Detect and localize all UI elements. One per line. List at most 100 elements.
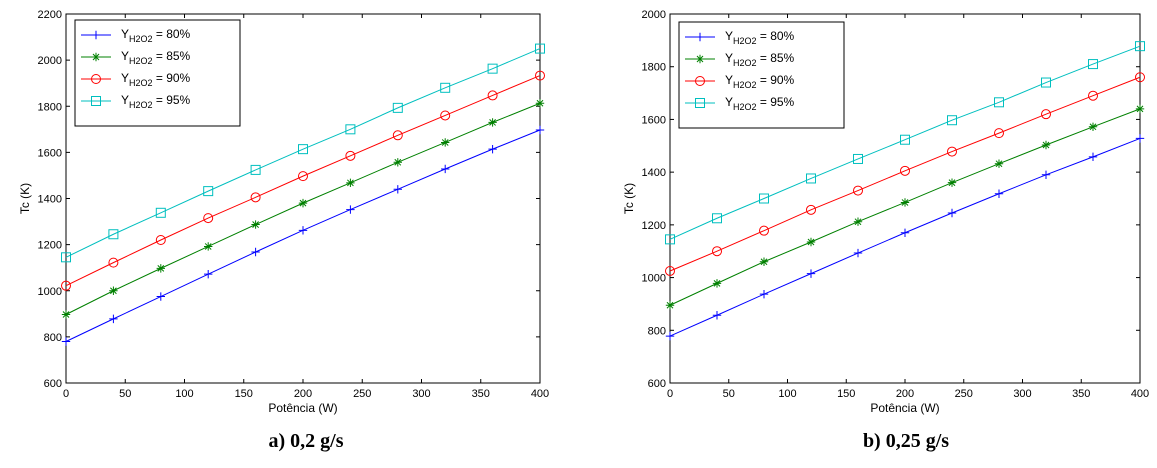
legend-box [678,21,845,129]
y-tick-label: 1400 [38,194,62,206]
data-point [712,213,722,224]
y-tick-label: 600 [648,378,666,390]
data-point [994,189,1004,198]
data-point [900,228,910,237]
y-tick-label: 1000 [642,273,666,285]
y-tick-label: 1200 [38,240,62,252]
legend-marker [91,30,101,40]
data-point [155,235,166,246]
data-point [441,164,450,174]
series-line [65,48,541,258]
data-point [806,269,816,278]
x-tick-label: 300 [412,388,430,400]
legend-marker [91,74,101,84]
data-point [900,165,910,176]
data-point [853,217,863,226]
legend-label: YH2O2 = 95% [725,95,795,112]
x-tick-label: 200 [896,388,914,400]
data-point [61,310,71,319]
data-point [947,208,957,218]
data-point [947,146,957,157]
legend-marker [695,76,705,86]
data-point [535,125,545,135]
data-point [535,70,545,81]
legend-marker [91,96,101,106]
data-point [488,144,497,154]
legend: YH2O2 = 80% YH2O2 = 85% YH2O2 = 90% YH2O2 =… [678,21,845,129]
data-point [61,337,71,346]
data-point [759,257,769,266]
chart-caption: b) 0,25 g/s [863,430,949,452]
series-3 [61,43,545,263]
y-tick-label: 800 [648,325,666,337]
legend-label: YH2O2 = 95% [121,93,191,110]
data-point [1088,59,1098,70]
data-point [392,102,403,113]
legend-label: YH2O2 = 85% [725,51,795,68]
data-point [61,280,71,291]
data-point [665,301,675,310]
series-line [669,76,1141,272]
data-point [1041,109,1051,120]
series-1 [61,99,545,319]
data-point [440,110,451,121]
x-tick-label: 0 [63,388,69,400]
data-point [346,205,355,214]
data-point [853,153,863,164]
chart-b: 0 50 100 150 200 250 300 350 400 600 800 1000 1200 14… [622,9,1149,452]
data-point [204,242,213,251]
data-point [393,185,402,194]
y-tick-label: 1600 [38,147,62,159]
series-line [65,75,541,287]
x-tick-label: 250 [955,388,973,400]
data-point [712,311,722,320]
y-axis-label: Tc (K) [622,183,636,214]
data-point [109,314,118,324]
data-point [204,269,213,279]
data-point [1041,170,1051,179]
data-point [488,118,497,127]
series-1 [665,104,1145,310]
y-tick-label: 800 [44,332,62,344]
legend-marker [695,32,705,42]
data-point [61,252,71,263]
data-point [1088,122,1098,132]
data-point [155,207,166,218]
data-point [392,130,403,141]
x-tick-label: 400 [531,388,549,400]
data-point [298,144,308,155]
data-point [759,289,769,299]
data-point [298,198,308,208]
x-tick-label: 0 [667,388,673,400]
x-axis-label: Potência (W) [870,401,939,415]
data-point [250,192,261,203]
data-point [535,43,545,54]
data-point [759,225,769,236]
legend-label: YH2O2 = 80% [725,29,795,46]
data-point [712,246,722,257]
y-tick-label: 1800 [38,101,62,113]
data-point [440,82,451,93]
data-point [853,185,863,196]
data-point [156,264,165,273]
x-tick-label: 200 [294,388,312,400]
x-tick-label: 100 [175,388,193,400]
data-point [806,173,816,184]
data-point [1135,134,1145,143]
data-point [487,63,498,74]
data-point [441,138,450,147]
data-point [393,158,402,167]
y-axis-label: Tc (K) [18,183,32,214]
y-tick-label: 1600 [642,114,666,126]
x-tick-label: 50 [119,388,131,400]
legend-marker [695,98,705,108]
series-3 [665,41,1145,245]
data-point [346,178,355,188]
data-point [947,178,957,187]
chart-a: 0 50 100 150 200 250 300 350 400 600 800 1000 1200 14… [18,9,549,452]
legend-marker [91,52,101,62]
data-point [806,237,816,247]
data-point [1088,90,1098,101]
x-tick-label: 350 [1072,388,1090,400]
